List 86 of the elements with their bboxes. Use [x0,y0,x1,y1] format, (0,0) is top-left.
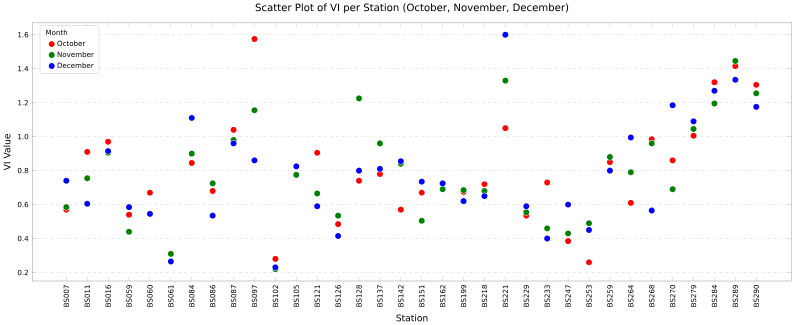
point [167,250,174,258]
point [188,114,196,122]
point [710,87,718,94]
point [752,81,760,88]
point [606,154,614,161]
point [146,189,154,196]
point [690,118,698,125]
point [586,220,592,227]
point [648,207,656,214]
point [314,190,321,198]
point [710,100,718,108]
x-axis-title: Station [396,314,428,322]
point [502,124,509,132]
point [209,212,216,220]
point [334,220,342,228]
point [397,206,404,214]
point [460,198,468,205]
point [126,204,133,211]
point [356,95,363,102]
point [732,58,739,65]
point [292,171,300,178]
point [669,102,676,109]
chart-title: Scatter Plot of VI per Station (October, November, December) [256,3,568,14]
point [502,31,509,38]
point [356,177,363,184]
point [167,258,174,266]
point [84,200,91,208]
point [627,134,634,142]
point [564,201,572,208]
point [272,256,279,263]
point [752,104,760,111]
point [230,126,238,134]
point [480,192,488,200]
point [356,167,363,174]
point [209,188,216,195]
point [146,210,154,218]
point [376,140,384,148]
point [544,224,551,232]
point [586,226,592,234]
point [418,189,426,196]
point [627,200,634,206]
point [62,204,70,211]
y-axis-title: VI Value [3,134,10,170]
point [376,166,384,173]
point [334,232,342,240]
point [480,180,488,188]
point [732,76,739,84]
point [710,78,718,86]
point [126,228,133,236]
point [334,212,342,220]
point [690,132,698,140]
point [690,126,698,133]
point [230,140,238,148]
point [564,238,572,245]
point [439,186,446,193]
point [314,149,321,156]
point [314,202,321,210]
point [627,168,634,176]
point [522,202,530,210]
point [62,177,70,184]
point [250,157,258,164]
point [188,150,196,158]
point [418,217,426,224]
point [84,174,91,182]
point [606,167,614,174]
point [84,148,91,156]
point [648,140,656,148]
point [669,157,676,164]
point [104,138,112,146]
point [209,180,216,187]
point [188,160,196,167]
point [564,230,572,238]
point [397,158,404,165]
point [439,180,446,187]
point [544,235,551,242]
point [126,211,133,218]
point [250,106,258,114]
point [669,186,676,193]
point [250,36,258,43]
point [586,258,592,266]
point [418,178,426,186]
point [544,179,551,186]
point [522,208,530,216]
point [502,77,509,84]
point [752,90,760,97]
point [292,162,300,170]
